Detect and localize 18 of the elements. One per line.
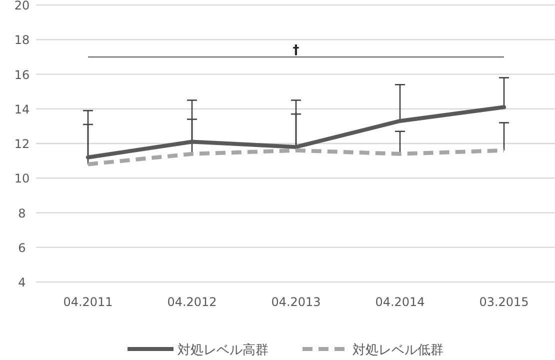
legend-label: 対処レベル高群 [178,342,268,358]
x-tick-label: 04.2012 [167,295,217,309]
y-tick-label: 12 [14,137,30,151]
x-tick-label: 04.2014 [375,295,425,309]
x-tick-label: 04.2011 [63,295,113,309]
y-tick-label: 20 [14,0,30,12]
legend-label: 対処レベル低群 [352,342,444,358]
y-tick-label: 18 [14,33,30,48]
ref-line-label: † [292,42,300,58]
line-series [86,105,506,160]
y-tick-label: 6 [18,240,26,255]
y-tick-label: 14 [14,102,30,116]
y-tick-label: 8 [18,206,26,220]
y-tick-label: 4 [18,276,26,290]
y-tick-label: 10 [14,172,30,186]
y-tick-label: 16 [14,68,30,82]
x-tick-label: 03.2015 [479,295,529,309]
x-tick-label: 04.2013 [271,295,321,309]
